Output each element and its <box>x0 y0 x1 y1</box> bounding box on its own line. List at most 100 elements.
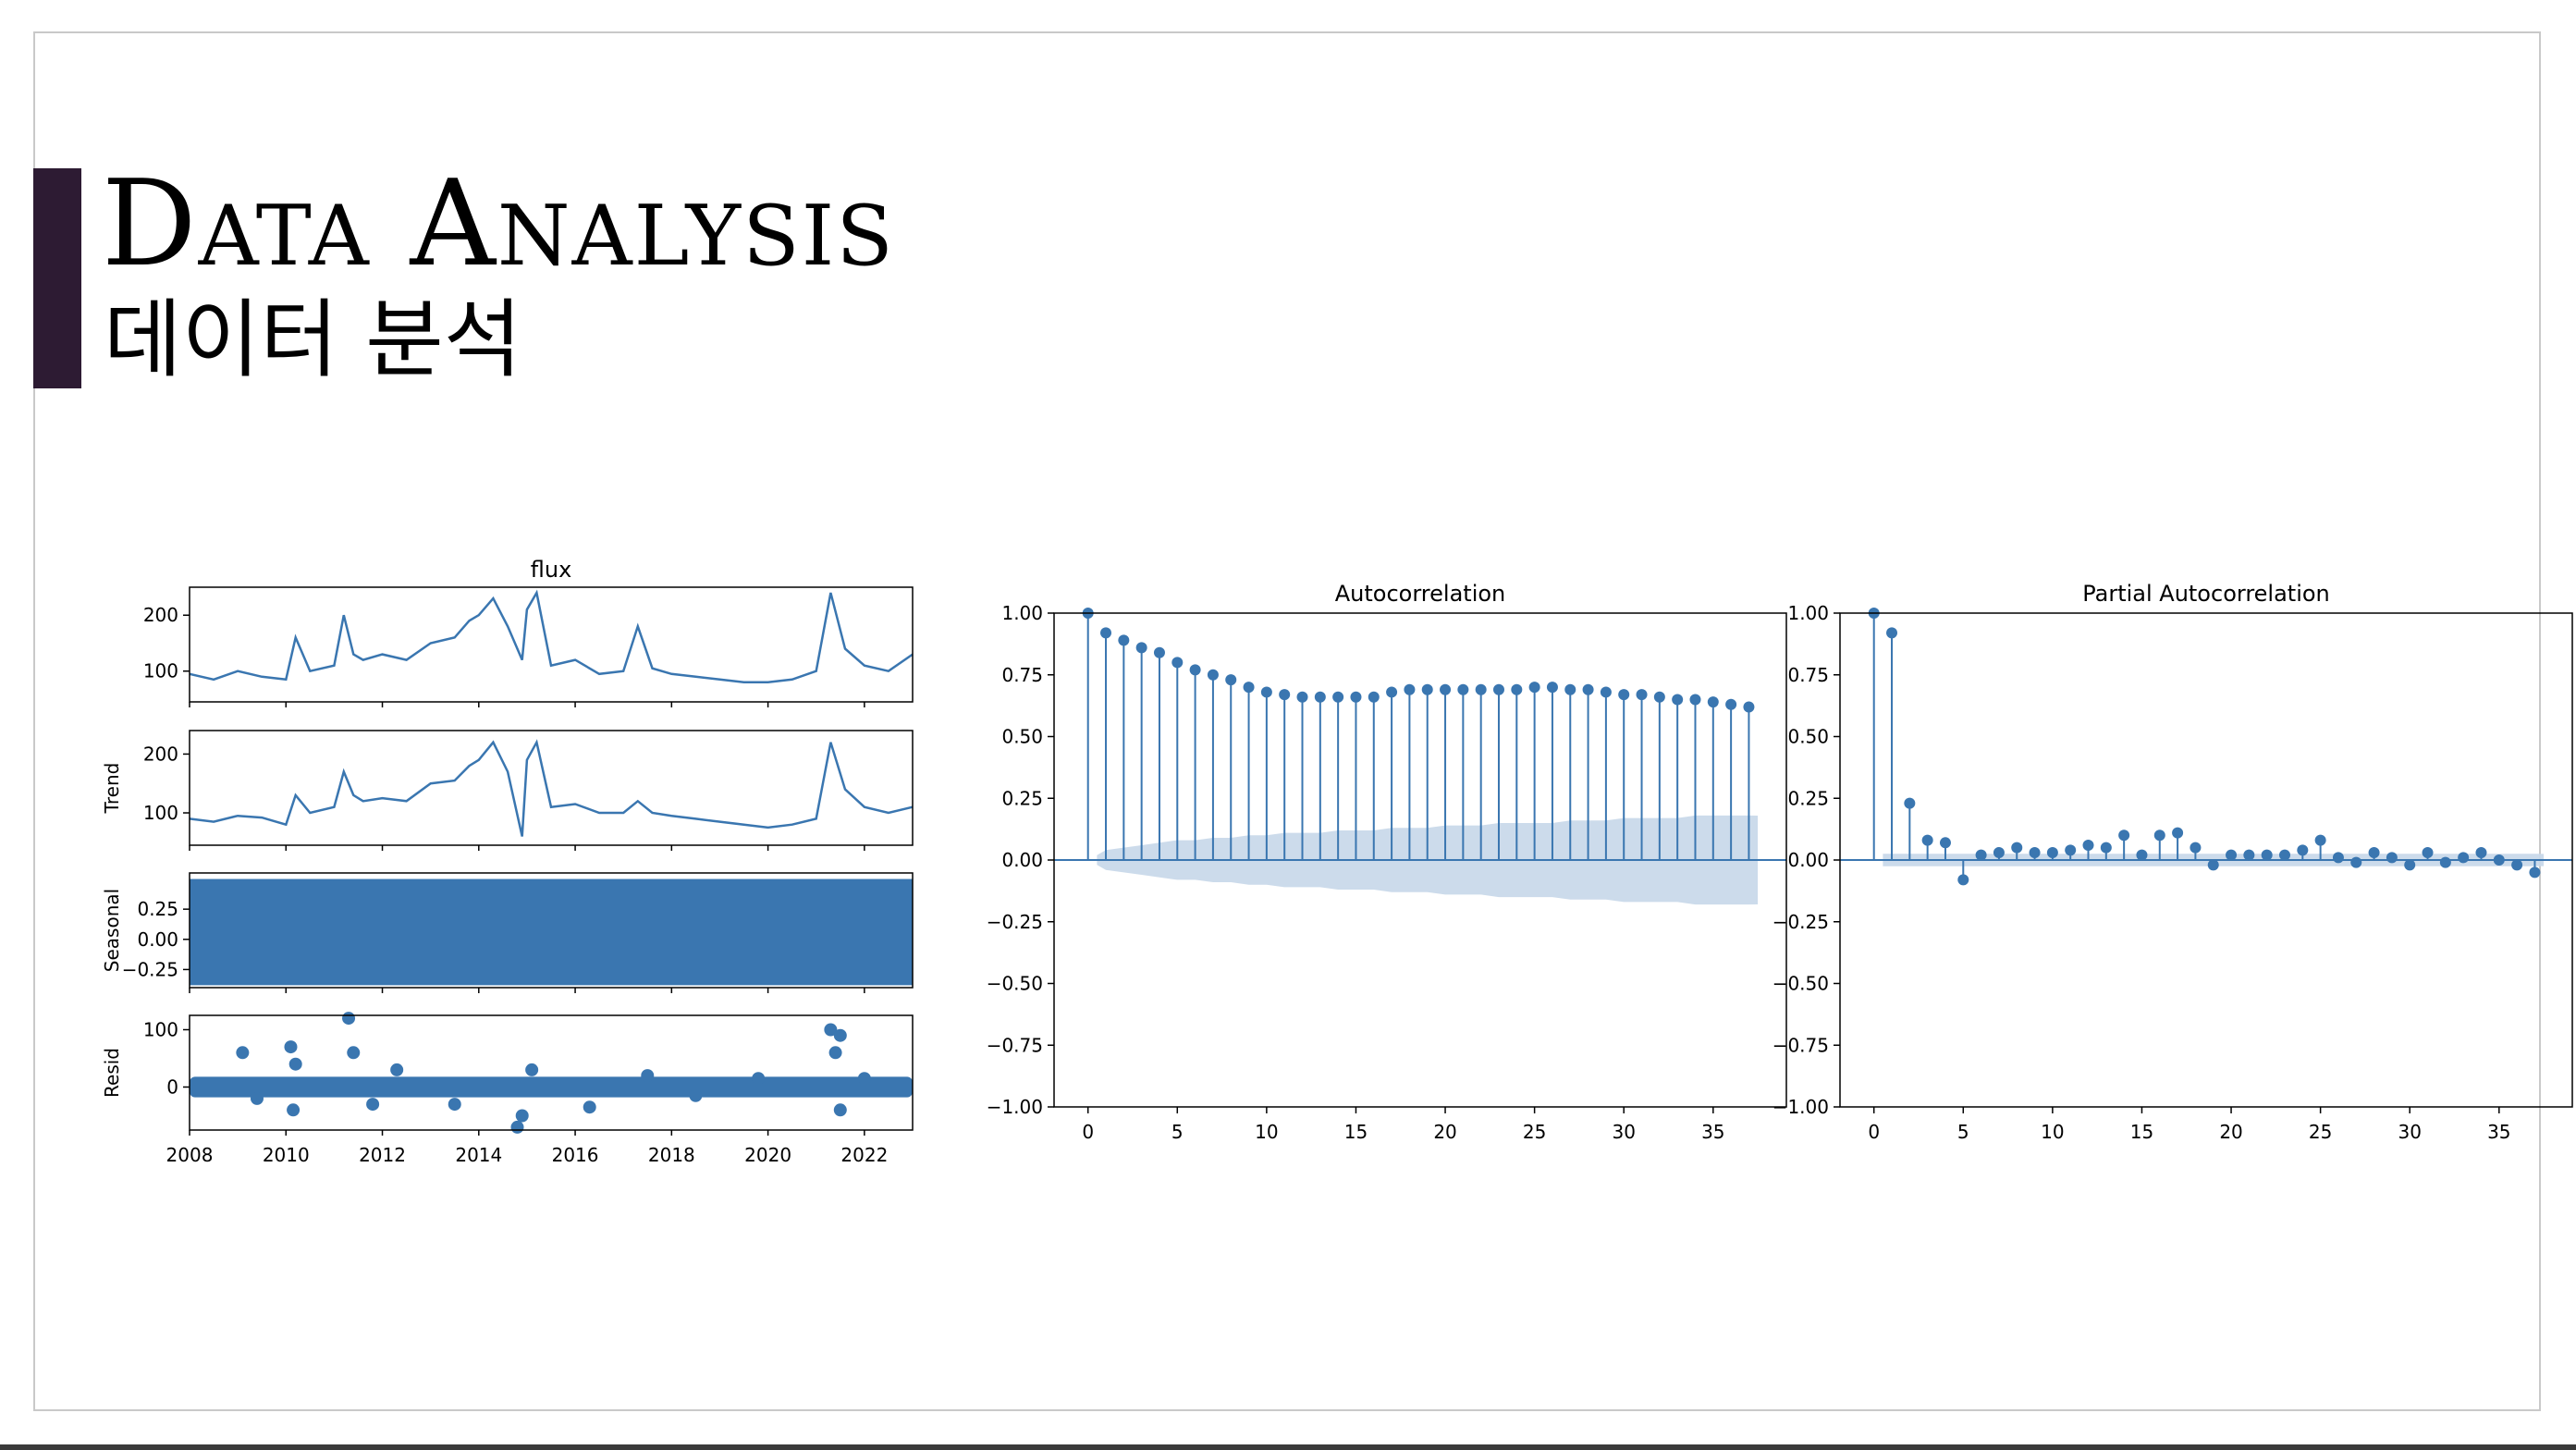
trend-line <box>189 739 914 837</box>
seasonal-decomposition-figure: flux 200 100 200 100 Trend 0.25 0.00 −0.25Season… <box>101 557 914 1166</box>
acf-marker-32 <box>1653 691 1665 703</box>
acf-marker-31 <box>1636 689 1648 701</box>
pacf-marker-29 <box>2386 852 2398 864</box>
ytick-label: 0 <box>166 1076 178 1099</box>
pacf-marker-17 <box>2172 827 2184 839</box>
pacf-xtick-label-35: 35 <box>2487 1121 2510 1143</box>
xtick-label-2022: 2022 <box>840 1144 888 1166</box>
acf-marker-10 <box>1260 686 1272 698</box>
acf-xtick-label-5: 5 <box>1171 1121 1184 1143</box>
pacf-marker-10 <box>2046 846 2058 858</box>
residual-point-13 <box>583 1100 596 1114</box>
pacf-marker-15 <box>2136 849 2148 861</box>
residual-point-15 <box>689 1088 703 1102</box>
xtick-label-2014: 2014 <box>455 1144 502 1166</box>
acf-ytick-label: −0.25 <box>987 911 1043 933</box>
pacf-xtick-label-20: 20 <box>2219 1121 2242 1143</box>
acf-marker-12 <box>1296 691 1308 703</box>
xtick-label-2018: 2018 <box>648 1144 695 1166</box>
pacf-ytick-label: −0.50 <box>1773 973 1829 995</box>
decomposition-title: flux <box>531 557 572 583</box>
pacf-marker-19 <box>2207 859 2219 871</box>
pacf-marker-2 <box>1904 797 1916 809</box>
acf-marker-28 <box>1582 683 1594 695</box>
residual-point-16 <box>752 1072 766 1086</box>
pacf-marker-12 <box>2082 839 2094 851</box>
pacf-marker-3 <box>1921 834 1933 846</box>
panel-frame-trend <box>189 730 914 846</box>
acf-xtick-label-35: 35 <box>1701 1121 1724 1143</box>
panel-trend: 200 100 Trend <box>101 730 914 851</box>
acf-marker-2 <box>1118 634 1130 646</box>
acf-marker-19 <box>1421 683 1433 695</box>
pacf-marker-14 <box>2118 829 2130 842</box>
pacf-xtick-label-25: 25 <box>2309 1121 2332 1143</box>
seasonal-fill <box>190 879 913 986</box>
slide-subtitle-korean: 데이터 분석 <box>104 290 522 389</box>
residual-point-19 <box>828 1046 842 1060</box>
pacf-marker-9 <box>2029 846 2041 858</box>
pacf-ytick-label: 0.50 <box>1787 726 1829 748</box>
acf-marker-20 <box>1440 683 1452 695</box>
acf-ytick-label: 0.00 <box>1001 849 1043 871</box>
pacf-marker-20 <box>2226 849 2238 861</box>
title-accent-bar <box>33 168 81 388</box>
ytick-label: 100 <box>143 802 178 824</box>
pacf-marker-5 <box>1957 874 1969 886</box>
acf-marker-7 <box>1207 669 1219 681</box>
pacf-marker-4 <box>1939 837 1951 849</box>
panel-ylabel: Resid <box>101 1048 123 1098</box>
residual-point-20 <box>833 1103 847 1117</box>
acf-title: Autocorrelation <box>1335 581 1506 607</box>
pacf-xtick-label-0: 0 <box>1868 1121 1880 1143</box>
residual-point-1 <box>250 1091 264 1105</box>
pacf-ytick-label: 0.75 <box>1787 664 1829 686</box>
acf-marker-15 <box>1350 691 1362 703</box>
pacf-marker-24 <box>2297 844 2309 856</box>
residual-point-2 <box>284 1040 298 1054</box>
acf-ytick-label: 0.75 <box>1001 664 1043 686</box>
xtick-label-2016: 2016 <box>552 1144 599 1166</box>
acf-marker-16 <box>1368 691 1380 703</box>
residual-point-6 <box>347 1046 361 1060</box>
residual-point-9 <box>448 1098 461 1112</box>
acf-marker-4 <box>1153 646 1165 658</box>
pacf-marker-27 <box>2350 856 2362 868</box>
pacf-xtick-label-5: 5 <box>1957 1121 1969 1143</box>
acf-marker-5 <box>1171 657 1184 669</box>
ytick-label: 100 <box>143 1019 178 1041</box>
residual-point-8 <box>390 1063 404 1076</box>
acf-marker-1 <box>1100 627 1112 639</box>
residual-point-18 <box>833 1028 847 1042</box>
acf-ytick-label: −0.50 <box>987 973 1043 995</box>
slide-frame <box>33 31 2541 1411</box>
acf-figure: Autocorrelation 1.00 0.75 0.50 0.25 0.00 −0.25… <box>987 581 1787 1143</box>
acf-marker-26 <box>1546 682 1558 694</box>
residual-point-11 <box>515 1109 529 1123</box>
pacf-xtick-label-15: 15 <box>2130 1121 2153 1143</box>
acf-xtick-label-10: 10 <box>1255 1121 1278 1143</box>
acf-marker-3 <box>1135 642 1147 654</box>
acf-ytick-label: −1.00 <box>987 1096 1043 1118</box>
pacf-marker-26 <box>2332 852 2344 864</box>
acf-xtick-label-30: 30 <box>1612 1121 1635 1143</box>
acf-ytick-label: 0.50 <box>1001 726 1043 748</box>
acf-marker-22 <box>1475 683 1487 695</box>
residual-point-12 <box>525 1063 539 1076</box>
acf-marker-27 <box>1564 683 1576 695</box>
residual-point-17 <box>824 1023 838 1037</box>
pacf-marker-16 <box>2153 829 2165 842</box>
pacf-marker-25 <box>2314 834 2326 846</box>
acf-marker-6 <box>1189 664 1201 676</box>
acf-marker-37 <box>1743 701 1755 713</box>
acf-ytick-label: 1.00 <box>1001 602 1043 624</box>
residual-dense-band <box>190 1076 913 1098</box>
pacf-title: Partial Autocorrelation <box>2082 581 2330 607</box>
pacf-ytick-label: −1.00 <box>1773 1096 1829 1118</box>
panel-ylabel: Seasonal <box>101 889 123 972</box>
pacf-marker-31 <box>2422 846 2434 858</box>
acf-marker-17 <box>1386 686 1398 698</box>
pacf-xtick-label-10: 10 <box>2041 1121 2064 1143</box>
pacf-marker-32 <box>2439 856 2451 868</box>
pacf-marker-8 <box>2011 842 2023 854</box>
